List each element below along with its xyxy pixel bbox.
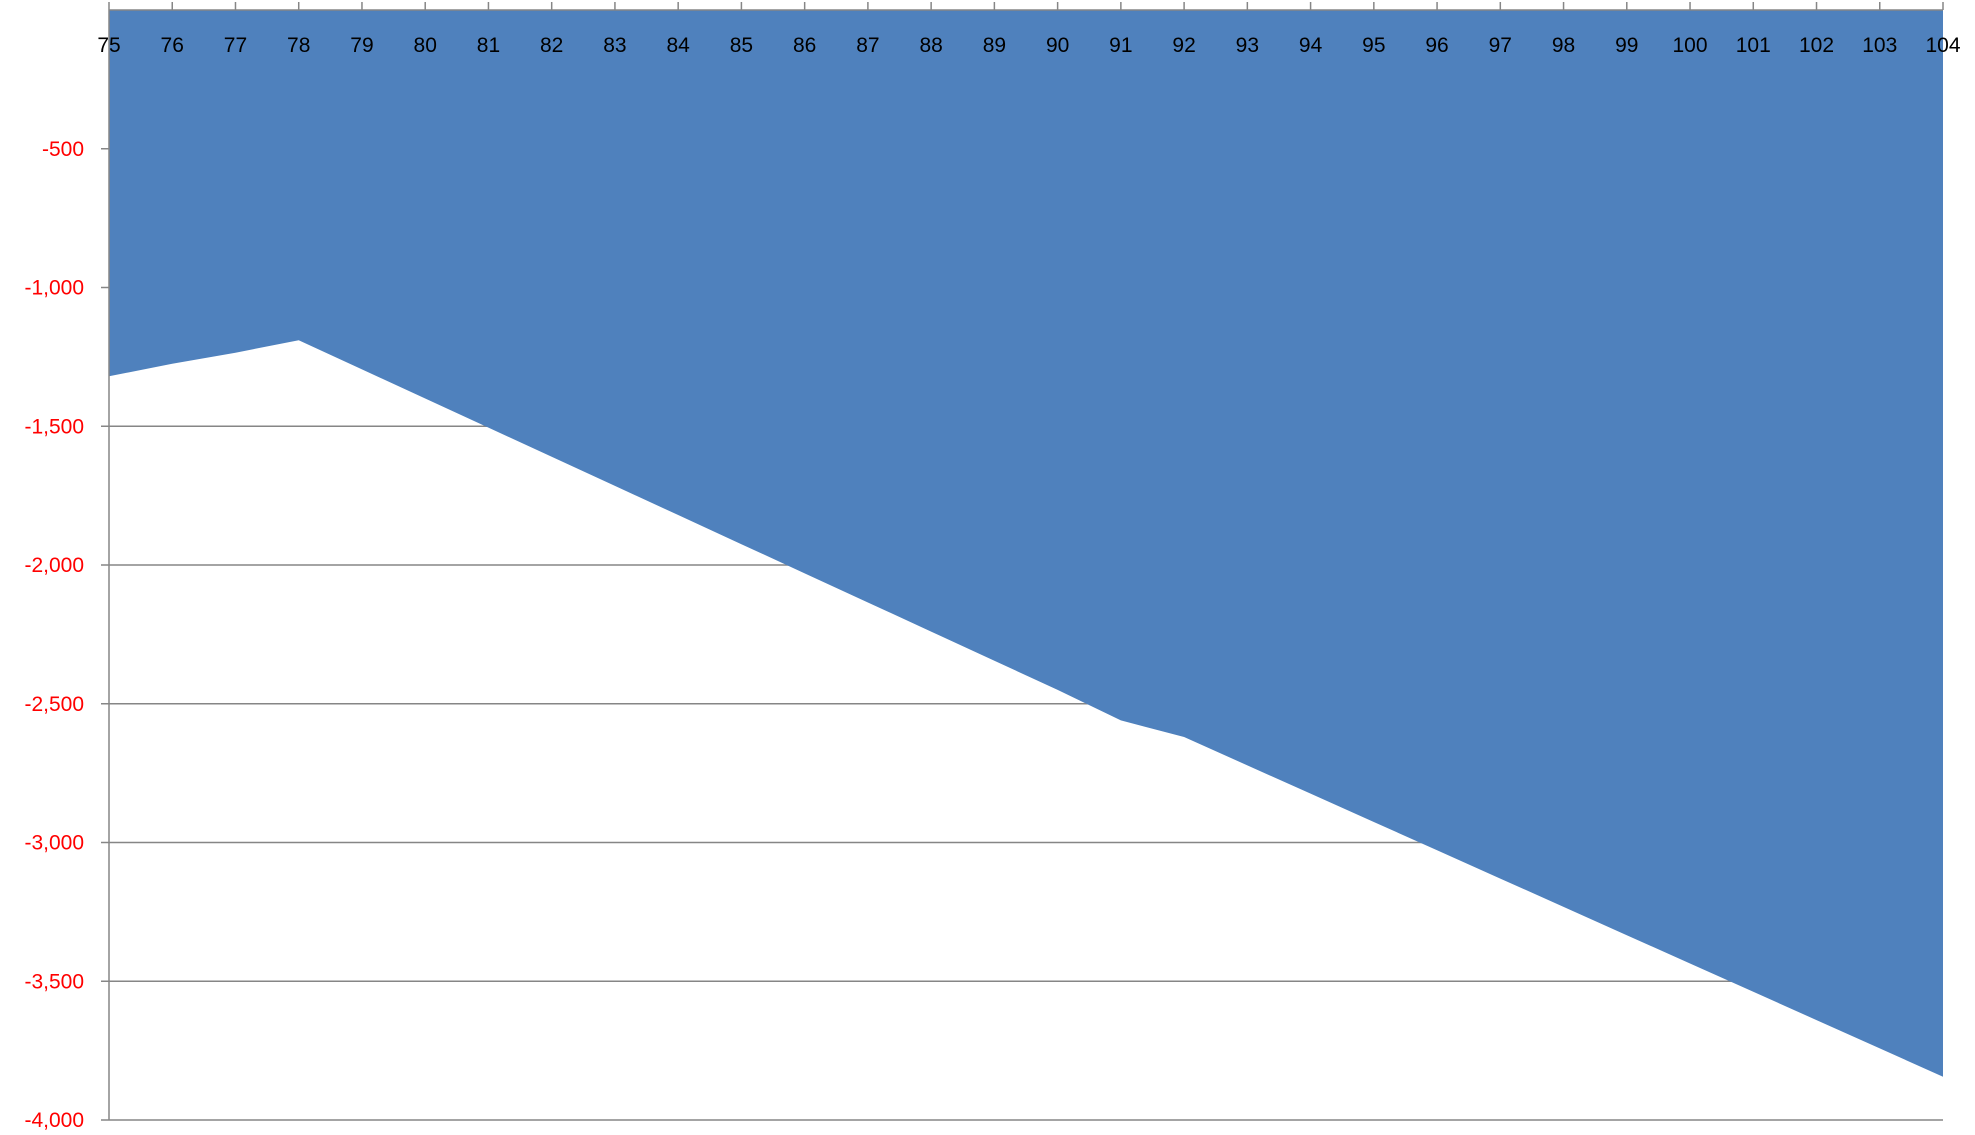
y-tick-label: -3,500 [24,970,84,993]
x-tick-label: 100 [1673,34,1708,57]
x-tick-label: 86 [793,34,816,57]
x-tick-label: 102 [1799,34,1834,57]
x-axis-tick-labels: 75 76 77 78 79 80 81 82 83 84 85 86 87 88 89 90 91 92 93 94… [97,34,1961,57]
x-tick-label: 87 [856,34,879,57]
x-tick-label: 91 [1109,34,1132,57]
x-tick-label: 78 [287,34,310,57]
x-tick-label: 89 [983,34,1006,57]
area-series [109,10,1943,1077]
x-tick-label: 99 [1615,34,1638,57]
y-tick-label: -1,000 [24,277,84,300]
x-tick-label: 80 [414,34,437,57]
x-tick-label: 97 [1489,34,1512,57]
y-tick-label: -2,000 [24,554,84,577]
y-tick-label: -4,000 [24,1109,84,1130]
y-axis-tick-labels: -500 -1,000 -1,500 -2,000 -2,500 -3,000 -3,500… [24,138,84,1132]
x-tick-label: 82 [540,34,563,57]
x-tick-label: 103 [1862,34,1897,57]
x-tick-label: 96 [1425,34,1448,57]
x-tick-label: 101 [1736,34,1771,57]
x-tick-label: 84 [666,34,690,57]
x-tick-label: 85 [730,34,753,57]
y-tick-label: -2,500 [24,693,84,716]
y-tick-label: -3,000 [24,832,84,855]
x-tick-label: 83 [603,34,626,57]
x-tick-label: 92 [1172,34,1195,57]
x-tick-label: 81 [477,34,500,57]
x-tick-label: 98 [1552,34,1575,57]
x-tick-label: 79 [350,34,373,57]
x-tick-label: 104 [1925,34,1960,57]
x-tick-label: 94 [1299,34,1323,57]
x-tick-label: 75 [97,34,120,57]
x-tick-label: 90 [1046,34,1069,57]
x-tick-label: 77 [224,34,247,57]
y-tick-label: -1,500 [24,415,84,438]
x-tick-label: 95 [1362,34,1385,57]
y-tick-label: -500 [42,138,84,161]
area-fill [109,10,1943,1077]
x-tick-label: 88 [919,34,942,57]
x-tick-label: 93 [1236,34,1259,57]
x-tick-label: 76 [161,34,184,57]
axes [101,2,1944,1121]
